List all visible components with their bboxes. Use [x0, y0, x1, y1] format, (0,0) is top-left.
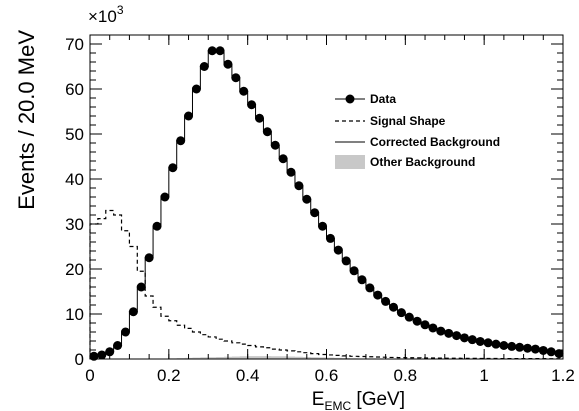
data-point [271, 141, 280, 150]
data-point [452, 331, 461, 340]
data-point [476, 337, 485, 346]
data-point [231, 73, 240, 82]
x-label-subscript: EMC [324, 399, 351, 411]
data-point [216, 46, 225, 55]
legend-entry-data: Data [335, 92, 396, 106]
y-tick-label: 30 [65, 215, 84, 234]
data-point [129, 307, 138, 316]
legend-label-data: Data [370, 92, 396, 106]
data-point [507, 342, 516, 351]
data-point [381, 297, 390, 306]
data-point [342, 256, 351, 265]
data-point [160, 193, 169, 202]
data-point [491, 340, 500, 349]
data-point [547, 347, 556, 356]
data-point [263, 127, 272, 136]
data-point [499, 341, 508, 350]
y-tick-label: 0 [75, 350, 84, 369]
data-point [539, 346, 548, 355]
data-point [176, 136, 185, 145]
data-point [168, 163, 177, 172]
y-tick-label: 20 [65, 260, 84, 279]
x-tick-label: 0.4 [236, 366, 260, 385]
x-tick-label: 0.2 [157, 366, 181, 385]
y-tick-label: 70 [65, 35, 84, 54]
x-tick-label: 0 [85, 366, 94, 385]
data-point [137, 283, 146, 292]
data-point [302, 195, 311, 204]
x-tick-label: 1.2 [551, 366, 575, 385]
data-point [436, 327, 445, 336]
y-axis-multiplier: ×103 [88, 3, 124, 26]
corrected-background-line [90, 51, 563, 359]
data-point [444, 329, 453, 338]
data-point [334, 246, 343, 255]
data-point [310, 208, 319, 217]
legend-other-background-swatch [335, 155, 365, 169]
y-multiplier-exponent: 3 [117, 3, 124, 17]
y-axis-label: Events / 20.0 MeV [14, 30, 39, 210]
data-point [484, 338, 493, 347]
y-tick-label: 10 [65, 305, 84, 324]
x-tick-label: 0.8 [394, 366, 418, 385]
data-point [357, 275, 366, 284]
corrected-background-group [90, 51, 563, 359]
x-label-unit: [GeV] [351, 389, 405, 410]
data-point [397, 308, 406, 317]
y-tick-label: 60 [65, 80, 84, 99]
data-point [405, 313, 414, 322]
data-point [326, 234, 335, 243]
data-point [255, 114, 264, 123]
data-point [373, 291, 382, 300]
legend-entry-signal-shape: Signal Shape [335, 114, 446, 128]
legend-entry-other-background: Other Background [335, 155, 475, 169]
data-point [223, 60, 232, 69]
x-axis-label: EEMC [GeV] [312, 389, 405, 411]
y-axis-ticks: 0 10 20 30 40 50 60 70 [65, 35, 563, 369]
data-point [515, 343, 524, 352]
data-point [208, 46, 217, 55]
data-point [97, 350, 106, 359]
data-point [113, 341, 122, 350]
y-multiplier-base: ×10 [88, 7, 117, 26]
data-point [192, 85, 201, 94]
data-point [294, 181, 303, 190]
legend-label-other-background: Other Background [370, 155, 475, 169]
data-point [279, 154, 288, 163]
data-point [468, 335, 477, 344]
data-point [121, 328, 130, 337]
y-tick-label: 40 [65, 170, 84, 189]
data-point [247, 100, 256, 109]
data-point [153, 222, 162, 231]
data-point [460, 333, 469, 342]
data-point [350, 266, 359, 275]
legend-entry-corrected-background: Corrected Background [335, 135, 500, 149]
legend-label-corrected-background: Corrected Background [370, 135, 500, 149]
x-axis-ticks: 0 0.2 0.4 0.6 0.8 1 1.2 [85, 35, 575, 385]
legend-data-marker [346, 95, 355, 104]
x-tick-label: 1 [479, 366, 488, 385]
data-point [531, 345, 540, 354]
legend: Data Signal Shape Corrected Background O… [335, 92, 500, 169]
data-point [145, 253, 154, 262]
data-point [523, 344, 532, 353]
data-point [365, 283, 374, 292]
data-point [318, 222, 327, 231]
data-point [389, 303, 398, 312]
data-point [239, 87, 248, 96]
data-point [413, 317, 422, 326]
x-label-main: E [312, 389, 325, 410]
data-point [200, 62, 209, 71]
x-tick-label: 0.6 [315, 366, 339, 385]
y-tick-label: 50 [65, 125, 84, 144]
data-point [428, 323, 437, 332]
data-point [184, 112, 193, 121]
data-point [421, 320, 430, 329]
legend-label-signal-shape: Signal Shape [370, 114, 446, 128]
data-point [287, 168, 296, 177]
